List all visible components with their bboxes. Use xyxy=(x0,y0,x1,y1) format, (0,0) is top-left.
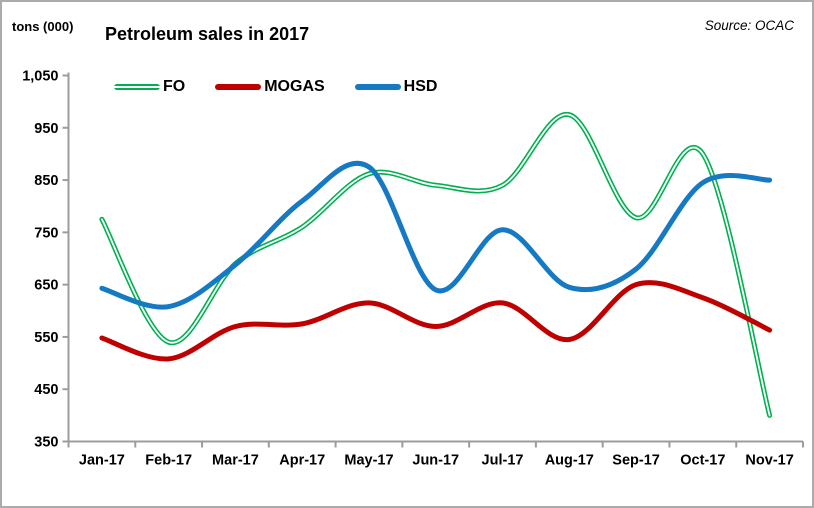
x-tick-label: Sep-17 xyxy=(612,453,660,469)
series-line-mogas xyxy=(99,280,773,362)
legend-swatch-mogas xyxy=(215,84,262,90)
legend: FO MOGAS HSD xyxy=(114,78,467,96)
source-label: Source: OCAC xyxy=(704,18,794,33)
y-axis-units-label: tons (000) xyxy=(12,19,74,34)
legend-label-fo: FO xyxy=(163,78,186,95)
legend-item-mogas: MOGAS xyxy=(215,78,325,96)
y-tick-label: 950 xyxy=(34,121,58,137)
series-line-hsd xyxy=(99,160,773,310)
x-tick-label: Aug-17 xyxy=(545,453,594,469)
legend-label-hsd: HSD xyxy=(403,78,438,95)
y-tick-label: 750 xyxy=(34,225,58,241)
x-tick-label: Apr-17 xyxy=(279,453,325,469)
x-tick-label: Mar-17 xyxy=(212,453,259,469)
legend-label-mogas: MOGAS xyxy=(264,78,325,95)
y-tick-label: 450 xyxy=(34,382,58,398)
y-tick-label: 850 xyxy=(34,173,58,189)
series-line-fo xyxy=(99,112,773,418)
x-tick-label: Jun-17 xyxy=(412,453,459,469)
x-tick-label: Oct-17 xyxy=(680,453,725,469)
x-tick-label: Jan-17 xyxy=(79,453,125,469)
x-tick-label: Nov-17 xyxy=(745,453,793,469)
x-tick-label: Feb-17 xyxy=(145,453,192,469)
y-tick-label: 1,050 xyxy=(22,69,58,85)
legend-item-hsd: HSD xyxy=(354,78,438,96)
chart-title: Petroleum sales in 2017 xyxy=(105,24,310,44)
legend-swatch-hsd xyxy=(354,84,401,90)
series-line-fo-inner-white xyxy=(100,113,771,417)
x-tick-label: Jul-17 xyxy=(482,453,524,469)
y-tick-label: 650 xyxy=(34,278,58,294)
y-tick-label: 550 xyxy=(34,330,58,346)
y-tick-label: 350 xyxy=(34,435,58,451)
x-tick-label: May-17 xyxy=(344,453,393,469)
legend-swatch-fo xyxy=(114,84,160,90)
legend-item-fo: FO xyxy=(114,78,185,96)
